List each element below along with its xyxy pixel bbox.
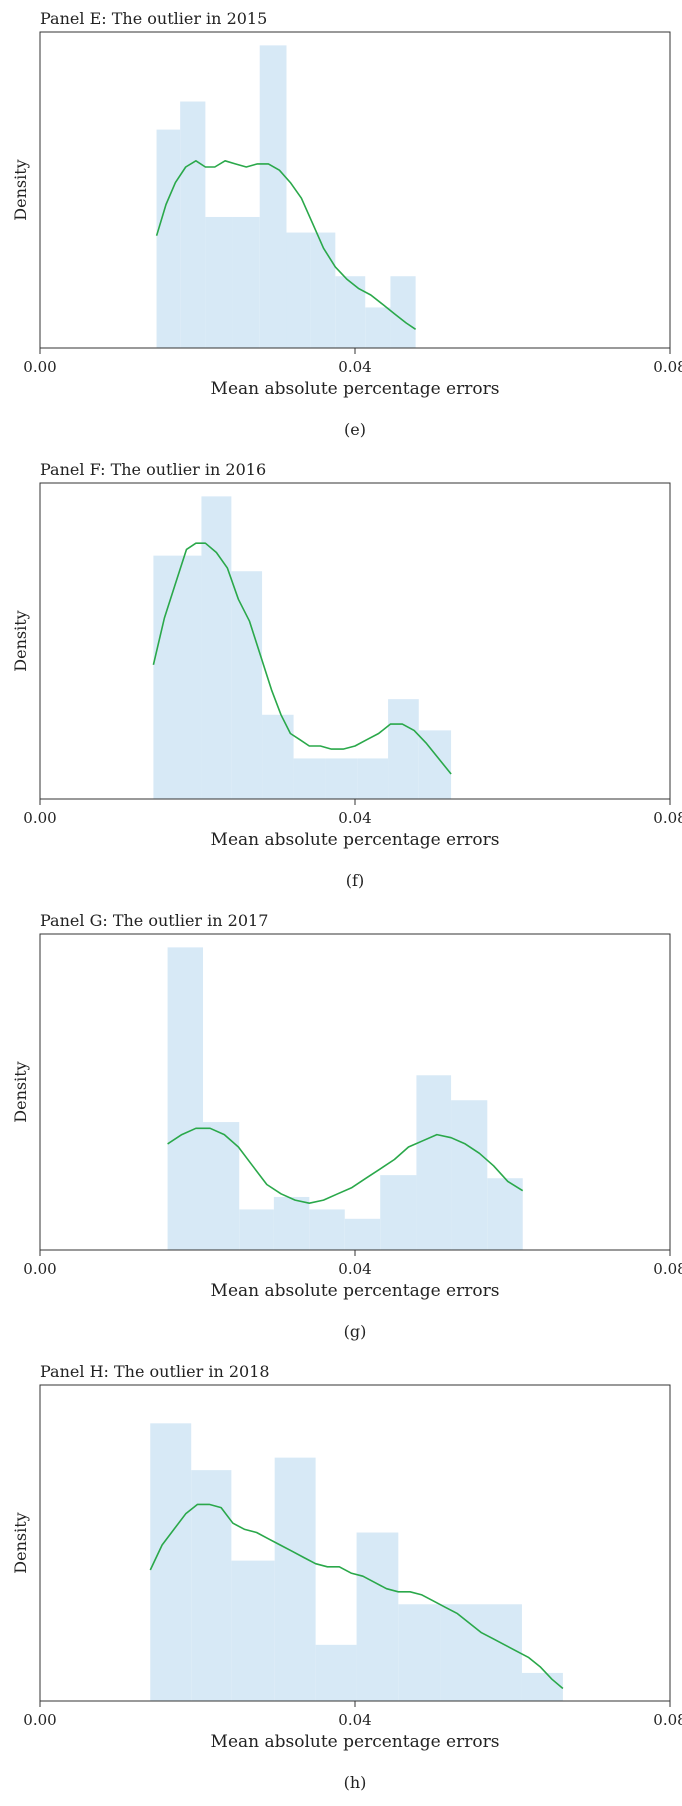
histogram-bar bbox=[232, 216, 260, 348]
panel-h: Panel H: The outlier in 2018 0.00 0.04 0.08… bbox=[11, 1362, 682, 1792]
panel-g: Panel G: The outlier in 2017 0.00 0.04 0.08… bbox=[11, 911, 682, 1341]
panel-title: Panel E: The outlier in 2015 bbox=[40, 9, 267, 28]
y-axis-label: Density bbox=[11, 159, 30, 220]
histogram-bar bbox=[205, 216, 233, 348]
histogram-bar bbox=[365, 307, 391, 348]
histogram-bar bbox=[390, 276, 416, 348]
histogram-bar bbox=[201, 496, 232, 799]
histogram-bar bbox=[231, 571, 263, 799]
panel-title: Panel F: The outlier in 2016 bbox=[40, 460, 266, 479]
histogram-bar bbox=[293, 758, 326, 799]
panel-title: Panel H: The outlier in 2018 bbox=[40, 1362, 270, 1381]
panel-caption: (g) bbox=[344, 1322, 367, 1341]
histogram-bar bbox=[273, 1196, 310, 1250]
histogram-bar bbox=[150, 1423, 192, 1701]
x-tick-label: 0.08 bbox=[653, 1260, 682, 1278]
histogram-bar bbox=[286, 232, 311, 348]
histogram-bar bbox=[259, 45, 287, 349]
y-axis-label: Density bbox=[11, 1061, 30, 1122]
histogram-bar bbox=[487, 1178, 523, 1250]
panel-e: Panel E: The outlier in 2015 0.00 0.04 0.08… bbox=[11, 9, 682, 439]
histogram-bar bbox=[167, 947, 204, 1250]
histogram-bar bbox=[191, 1470, 232, 1701]
histogram-bars bbox=[153, 496, 452, 799]
x-axis-label: Mean absolute percentage errors bbox=[211, 1732, 500, 1752]
kde-line bbox=[152, 542, 452, 775]
panel-title: Panel G: The outlier in 2017 bbox=[40, 911, 268, 930]
kde-line bbox=[149, 1503, 564, 1690]
kde-line bbox=[155, 160, 417, 330]
x-tick-label: 0.04 bbox=[338, 1711, 371, 1729]
histogram-bar bbox=[180, 101, 206, 349]
panel-caption: (h) bbox=[344, 1773, 367, 1792]
histogram-bars bbox=[156, 45, 416, 349]
x-tick-label: 0.00 bbox=[23, 809, 56, 827]
histogram-bar bbox=[153, 555, 202, 799]
x-tick-label: 0.04 bbox=[338, 1260, 371, 1278]
x-tick-label: 0.08 bbox=[653, 1711, 682, 1729]
histogram-bar bbox=[315, 1644, 357, 1701]
histogram-bar bbox=[356, 1532, 399, 1701]
x-axis-label: Mean absolute percentage errors bbox=[211, 379, 500, 399]
histogram-bar bbox=[262, 714, 294, 799]
histogram-bar bbox=[481, 1604, 522, 1701]
histogram-bar bbox=[398, 1604, 441, 1701]
histogram-bar bbox=[203, 1122, 240, 1250]
x-tick-label: 0.04 bbox=[338, 358, 371, 376]
panel-f: Panel F: The outlier in 2016 0.00 0.04 0.08… bbox=[11, 460, 682, 890]
x-tick-label: 0.08 bbox=[653, 809, 682, 827]
plot-frame bbox=[39, 933, 671, 1251]
histogram-bar bbox=[309, 1209, 345, 1250]
histogram-bar bbox=[440, 1604, 481, 1701]
x-axis-label: Mean absolute percentage errors bbox=[211, 830, 500, 850]
panel-caption: (e) bbox=[344, 420, 366, 439]
histogram-bar bbox=[335, 276, 366, 348]
histogram-bars bbox=[167, 947, 523, 1250]
histogram-bar bbox=[388, 699, 419, 799]
plot-frame bbox=[39, 482, 671, 800]
x-tick-label: 0.04 bbox=[338, 809, 371, 827]
histogram-bar bbox=[310, 232, 336, 348]
histogram-bar bbox=[231, 1560, 275, 1701]
x-tick-label: 0.00 bbox=[23, 1711, 56, 1729]
panel-caption: (f) bbox=[346, 871, 364, 890]
histogram-bar bbox=[325, 758, 358, 799]
histogram-bar bbox=[521, 1672, 563, 1701]
histogram-bar bbox=[451, 1100, 488, 1250]
histogram-bar bbox=[357, 758, 389, 799]
y-axis-label: Density bbox=[11, 610, 30, 671]
x-tick-label: 0.08 bbox=[653, 358, 682, 376]
histogram-bar bbox=[239, 1209, 274, 1250]
x-tick-label: 0.00 bbox=[23, 358, 56, 376]
histogram-bars bbox=[150, 1423, 563, 1701]
x-tick-label: 0.00 bbox=[23, 1260, 56, 1278]
histogram-bar bbox=[274, 1457, 316, 1701]
histogram-bar bbox=[380, 1175, 417, 1250]
histogram-bar bbox=[156, 129, 181, 348]
histogram-bar bbox=[416, 1075, 452, 1250]
histogram-bar bbox=[344, 1218, 381, 1250]
x-axis-label: Mean absolute percentage errors bbox=[211, 1281, 500, 1301]
y-axis-label: Density bbox=[11, 1512, 30, 1573]
kde-line bbox=[167, 1127, 524, 1204]
